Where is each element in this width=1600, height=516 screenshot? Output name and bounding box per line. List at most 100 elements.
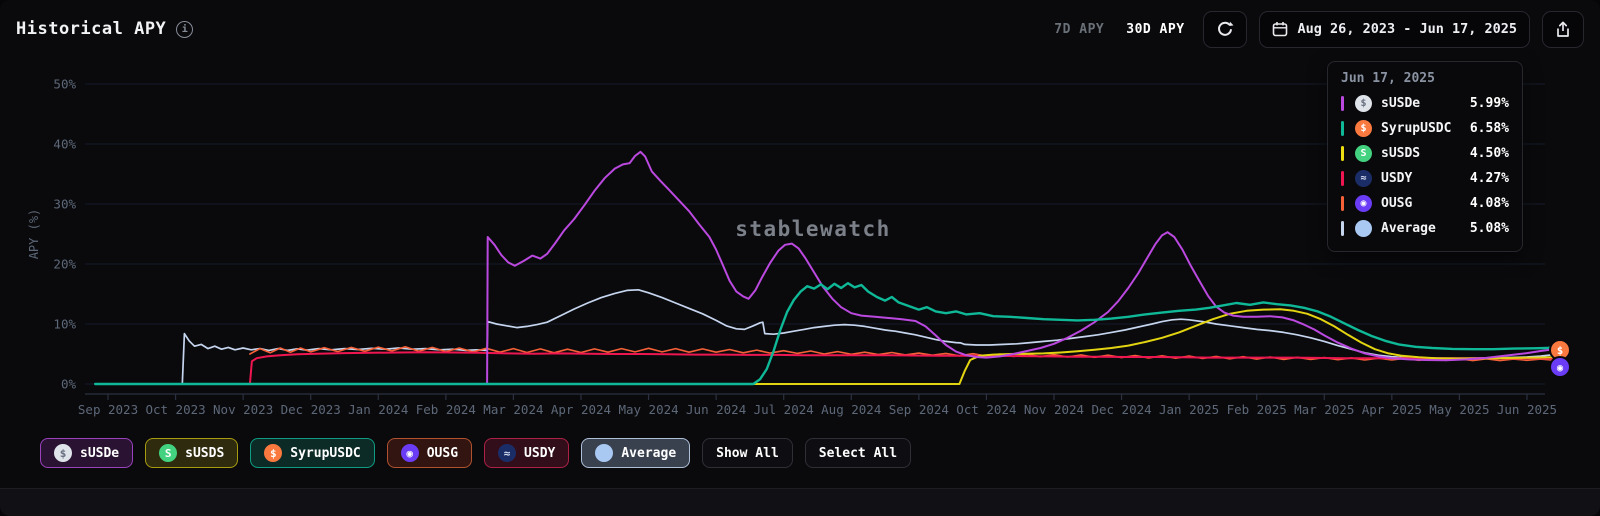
x-axis-tick-label: Jan 2024 <box>348 402 408 417</box>
apy-7d-toggle[interactable]: 7D APY <box>1054 21 1105 37</box>
series-line-Average <box>94 288 1564 385</box>
x-axis-tick-label: Dec 2024 <box>1091 402 1151 417</box>
x-axis-tick-label: Aug 2024 <box>821 402 881 417</box>
tooltip-series-name: sUSDS <box>1381 146 1421 161</box>
average-coin-icon <box>1355 220 1372 237</box>
x-axis-tick-label: Apr 2025 <box>1362 402 1422 417</box>
tooltip-row-usdy: ≈ USDY 4.27% <box>1341 166 1509 191</box>
x-axis-tick-label: Sep 2023 <box>78 402 138 417</box>
syrupusdc-coin-icon: $ <box>1355 120 1372 137</box>
average-coin-icon <box>595 444 614 462</box>
legend-button-label: sUSDS <box>185 445 225 461</box>
tooltip-row-syrupusdc: $ SyrupUSDC 6.58% <box>1341 116 1509 141</box>
susds-coin-icon: S <box>159 444 178 462</box>
usdy-coin-icon: ≈ <box>1355 170 1372 187</box>
legend-button-label: OUSG <box>426 445 459 461</box>
info-icon[interactable]: i <box>176 20 194 38</box>
y-axis-tick-label: 40% <box>53 137 76 152</box>
y-axis-tick-label: 0% <box>61 377 77 392</box>
tooltip-date: Jun 17, 2025 <box>1341 71 1435 86</box>
x-axis-tick-label: Oct 2024 <box>956 402 1016 417</box>
series-color-bar <box>1341 96 1344 111</box>
share-icon <box>1555 21 1571 38</box>
tooltip-row-ousg: ◉ OUSG 4.08% <box>1341 191 1509 216</box>
legend-button-syrupusdc[interactable]: $ SyrupUSDC <box>250 438 375 468</box>
tooltip-series-name: Average <box>1381 221 1436 236</box>
legend-button-label: Average <box>621 445 677 461</box>
series-color-bar <box>1341 171 1344 186</box>
series-color-bar <box>1341 146 1344 161</box>
x-axis-tick-label: Jan 2025 <box>1159 402 1219 417</box>
date-range-label: Aug 26, 2023 - Jun 17, 2025 <box>1297 21 1517 37</box>
chart-tooltip: Jun 17, 2025 $ sUSDe 5.99% $ SyrupUSDC 6.58% S… <box>1327 61 1523 252</box>
refresh-button[interactable] <box>1202 10 1247 48</box>
page-title: Historical APY <box>16 19 167 39</box>
x-axis-tick-label: Dec 2023 <box>281 402 341 417</box>
legend-button-label: USDY <box>524 445 556 461</box>
legend-button-susde[interactable]: $ sUSDe <box>40 438 134 468</box>
x-axis-tick-label: Mar 2024 <box>483 402 543 417</box>
series-line-USDY <box>183 351 1564 385</box>
refresh-icon <box>1216 20 1234 38</box>
legend-button-label: sUSDe <box>80 445 120 461</box>
ousg-coin-icon: ◉ <box>1355 195 1372 212</box>
usdy-coin-icon: ≈ <box>498 444 517 462</box>
x-axis-tick-label: Apr 2024 <box>551 402 611 417</box>
tooltip-row-average: Average 5.08% <box>1341 216 1509 241</box>
tooltip-row-susde: $ sUSDe 5.99% <box>1341 91 1509 116</box>
y-axis-tick-label: 30% <box>53 197 76 212</box>
y-axis-title: APY (%) <box>27 209 41 260</box>
series-color-bar <box>1341 196 1344 211</box>
x-axis-tick-label: Nov 2024 <box>1024 402 1084 417</box>
tooltip-series-value: 5.99% <box>1469 96 1509 111</box>
show-all-button[interactable]: Show All <box>702 438 793 468</box>
y-axis-tick-label: 20% <box>53 257 76 272</box>
x-axis-tick-label: Oct 2023 <box>145 402 205 417</box>
footer-strip <box>0 488 1600 516</box>
susde-coin-icon: $ <box>54 444 72 462</box>
susds-coin-icon: S <box>1355 145 1372 162</box>
series-color-bar <box>1341 121 1344 136</box>
x-axis-tick-label: Jul 2024 <box>754 402 814 417</box>
y-axis-tick-label: 50% <box>53 77 76 92</box>
x-axis-tick-label: Jun 2025 <box>1497 402 1557 417</box>
tooltip-series-name: USDY <box>1381 171 1413 186</box>
series-color-bar <box>1341 221 1344 236</box>
select-all-button[interactable]: Select All <box>804 438 912 468</box>
tooltip-series-name: sUSDe <box>1381 96 1421 111</box>
legend-button-average[interactable]: Average <box>581 438 691 468</box>
x-axis-tick-label: May 2025 <box>1429 402 1489 417</box>
calendar-icon <box>1272 21 1288 37</box>
tooltip-series-name: OUSG <box>1381 196 1413 211</box>
series-line-SyrupUSDC <box>94 282 1564 386</box>
svg-text:◉: ◉ <box>1557 362 1564 374</box>
apy-30d-toggle[interactable]: 30D APY <box>1126 21 1185 37</box>
x-axis-tick-label: Sep 2024 <box>889 402 949 417</box>
y-axis-tick-label: 10% <box>53 317 76 332</box>
x-axis-tick-label: Nov 2023 <box>213 402 273 417</box>
x-axis-tick-label: Feb 2025 <box>1227 402 1287 417</box>
x-axis-tick-label: Feb 2024 <box>416 402 476 417</box>
legend-button-usdy[interactable]: ≈ USDY <box>484 438 570 468</box>
export-button[interactable] <box>1542 10 1584 48</box>
svg-text:$: $ <box>1557 345 1563 357</box>
tooltip-series-value: 6.58% <box>1469 121 1509 136</box>
series-line-sUSDe <box>465 150 1564 385</box>
ousg-coin-icon <box>1549 356 1571 378</box>
date-range-button[interactable]: Aug 26, 2023 - Jun 17, 2025 <box>1258 10 1530 48</box>
tooltip-series-value: 4.50% <box>1469 146 1509 161</box>
x-axis-tick-label: May 2024 <box>618 402 678 417</box>
ousg-coin-icon: ◉ <box>400 444 419 462</box>
legend-button-ousg[interactable]: ◉ OUSG <box>386 438 473 468</box>
syrupusdc-coin-icon: $ <box>264 444 283 462</box>
tooltip-series-value: 4.08% <box>1469 196 1509 211</box>
x-axis-tick-label: Jun 2024 <box>686 402 746 417</box>
x-axis-tick-label: Mar 2025 <box>1294 402 1354 417</box>
tooltip-series-value: 4.27% <box>1469 171 1509 186</box>
header: Historical APY i 7D APY 30D APY Aug 26, … <box>0 0 1600 58</box>
